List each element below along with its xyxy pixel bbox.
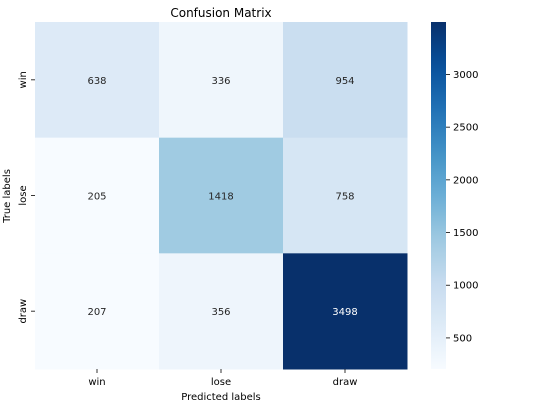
colorbar-ticks: 500 1000 1500 2000 2500 3000 bbox=[446, 70, 478, 344]
x-tick-label: lose bbox=[211, 377, 231, 388]
colorbar-tick-label: 1500 bbox=[453, 228, 478, 239]
x-tick-label: draw bbox=[333, 377, 358, 388]
heatmap-cell-draw-win bbox=[35, 253, 160, 370]
heatmap-cell-draw-lose bbox=[159, 253, 284, 370]
heatmap-cell-win-draw bbox=[283, 22, 408, 139]
y-axis-label: True labels bbox=[2, 169, 13, 224]
heatmap-cell-lose-lose bbox=[159, 137, 284, 254]
colorbar-tick-label: 2000 bbox=[453, 175, 478, 186]
x-axis-label: Predicted labels bbox=[181, 392, 261, 403]
cell-value: 207 bbox=[87, 307, 106, 318]
y-tick-label: win bbox=[18, 71, 29, 88]
colorbar-tick-label: 1000 bbox=[453, 281, 478, 292]
heatmap-cell-win-lose bbox=[159, 22, 284, 139]
y-axis: win lose draw bbox=[18, 71, 35, 324]
x-tick-label: win bbox=[88, 377, 105, 388]
cell-value: 205 bbox=[87, 192, 106, 203]
y-tick-label: draw bbox=[18, 299, 29, 324]
heatmap-cell-draw-draw bbox=[283, 253, 408, 370]
cell-value: 758 bbox=[335, 192, 354, 203]
x-axis: win lose draw bbox=[88, 369, 357, 388]
colorbar-tick-label: 2500 bbox=[453, 123, 478, 134]
cell-value: 638 bbox=[87, 76, 106, 87]
cell-value: 3498 bbox=[332, 307, 357, 318]
heatmap-cells bbox=[35, 22, 408, 370]
cell-value: 336 bbox=[211, 76, 230, 87]
colorbar-tick-label: 3000 bbox=[453, 70, 478, 81]
heatmap-cell-lose-draw bbox=[283, 137, 408, 254]
chart-title: Confusion Matrix bbox=[170, 6, 271, 20]
cell-value: 1418 bbox=[208, 192, 233, 203]
cell-annotations: 638 336 954 205 1418 758 207 356 3498 bbox=[87, 76, 357, 318]
cell-value: 954 bbox=[335, 76, 354, 87]
heatmap-cell-win-win bbox=[35, 22, 160, 139]
colorbar-tick-label: 500 bbox=[453, 333, 472, 344]
heatmap-cell-lose-win bbox=[35, 137, 160, 254]
cell-value: 356 bbox=[211, 307, 230, 318]
y-tick-label: lose bbox=[18, 185, 29, 205]
colorbar bbox=[431, 22, 446, 369]
